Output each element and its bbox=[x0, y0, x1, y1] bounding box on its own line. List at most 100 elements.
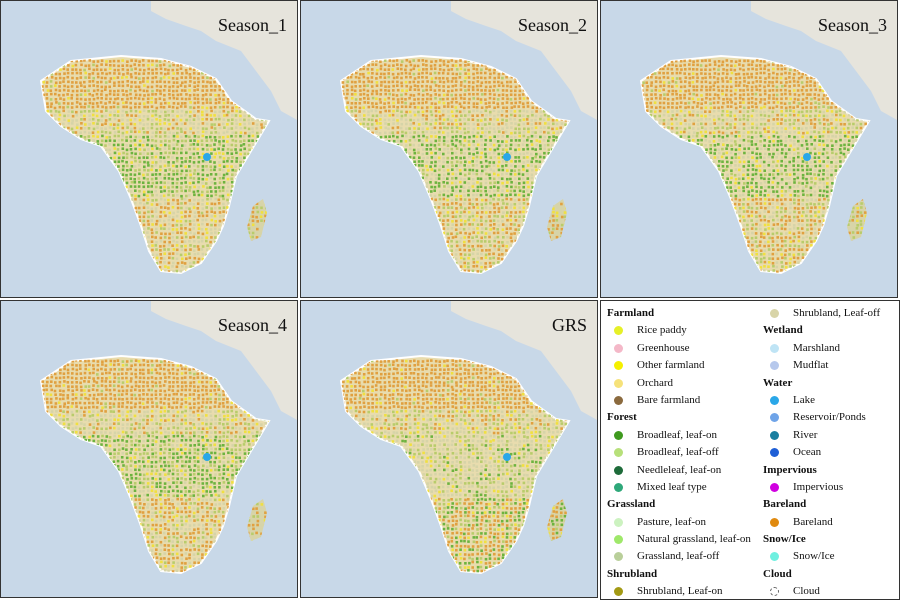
legend-label: Greenhouse bbox=[637, 341, 690, 354]
legend-label: Mixed leaf type bbox=[637, 480, 707, 493]
legend-label: Snow/Ice bbox=[793, 550, 835, 563]
map-panel-season-2: Season_2 bbox=[300, 0, 598, 298]
legend-label: Orchard bbox=[637, 376, 674, 389]
legend-item: Snow/Ice bbox=[763, 548, 880, 565]
legend-label: Broadleaf, leaf-on bbox=[637, 428, 718, 441]
legend-item: Mixed leaf type bbox=[607, 479, 751, 496]
map-canvas bbox=[1, 301, 297, 597]
map-canvas bbox=[301, 1, 597, 297]
legend-item: Mudflat bbox=[763, 357, 880, 374]
panel-title: Season_1 bbox=[218, 15, 287, 35]
legend-item: Broadleaf, leaf-on bbox=[607, 427, 751, 444]
legend-label: River bbox=[793, 428, 818, 441]
legend-swatch-icon bbox=[770, 587, 779, 597]
legend-label: Shrubland, Leaf-off bbox=[793, 307, 881, 319]
legend-group-heading: Farmland bbox=[607, 305, 751, 322]
legend-item: Impervious bbox=[763, 479, 880, 496]
legend-label: Cloud bbox=[793, 585, 820, 598]
legend-group-heading: Impervious bbox=[763, 462, 880, 479]
legend-group-heading: Cloud bbox=[763, 566, 880, 583]
legend-label: Shrubland, Leaf-on bbox=[637, 585, 723, 598]
legend-swatch-icon bbox=[770, 448, 779, 458]
panel-title: Season_4 bbox=[218, 315, 287, 335]
legend-swatch-icon bbox=[770, 395, 779, 405]
legend-item: Pasture, leaf-on bbox=[607, 514, 751, 531]
legend-group-heading: Shrubland bbox=[607, 566, 751, 583]
legend-label: Ocean bbox=[793, 446, 822, 459]
legend-swatch-icon bbox=[614, 448, 623, 458]
legend-label: Impervious bbox=[793, 480, 844, 493]
legend-label: Bareland bbox=[793, 515, 833, 528]
legend-label: Natural grassland, leaf-on bbox=[637, 533, 751, 546]
legend-group-heading: Wetland bbox=[763, 322, 880, 339]
legend-group-heading: Bareland bbox=[763, 496, 880, 513]
legend-label: Marshland bbox=[793, 341, 841, 354]
legend-swatch-icon bbox=[770, 343, 779, 353]
legend-label: Water bbox=[763, 376, 793, 389]
legend-swatch-icon bbox=[614, 552, 623, 562]
legend-swatch-icon bbox=[770, 482, 779, 492]
legend-label: Reservoir/Ponds bbox=[793, 411, 866, 424]
legend-column-1: Farmland Rice paddy Greenhouse Other farmla… bbox=[607, 305, 751, 601]
legend-item: Greenhouse bbox=[607, 340, 751, 357]
lake-victoria-marker bbox=[203, 453, 211, 461]
map-panel-season-3: Season_3 bbox=[600, 0, 898, 298]
legend-item: Broadleaf, leaf-off bbox=[607, 444, 751, 461]
legend-label: Broadleaf, leaf-off bbox=[637, 446, 719, 459]
legend-swatch-icon bbox=[614, 430, 623, 440]
panel-title: Season_3 bbox=[818, 15, 887, 35]
legend-item: Bare farmland bbox=[607, 392, 751, 409]
legend-swatch-icon bbox=[770, 552, 779, 562]
legend-label: Other farmland bbox=[637, 359, 705, 372]
legend-label: Forest bbox=[607, 411, 637, 424]
legend-label: Grassland bbox=[607, 498, 656, 511]
legend-swatch-icon bbox=[614, 482, 623, 492]
legend-label: Pasture, leaf-on bbox=[637, 515, 707, 528]
legend-group-heading: Grassland bbox=[607, 496, 751, 513]
eurasia-landmass bbox=[151, 301, 297, 420]
legend-group-heading: Snow/Ice bbox=[763, 531, 880, 548]
panel-title: Season_2 bbox=[518, 15, 587, 35]
legend-swatch-icon bbox=[614, 395, 623, 405]
legend-label: Wetland bbox=[763, 324, 803, 337]
legend-item: Rice paddy bbox=[607, 322, 751, 339]
eurasia-landmass bbox=[751, 1, 897, 120]
legend-item: Reservoir/Ponds bbox=[763, 409, 880, 426]
panel-title: GRS bbox=[551, 315, 587, 335]
legend-swatch-icon bbox=[770, 309, 779, 318]
legend-label: Bareland bbox=[763, 498, 807, 511]
legend-label: Impervious bbox=[763, 463, 817, 476]
legend-item: Bareland bbox=[763, 514, 880, 531]
legend-label: Grassland, leaf-off bbox=[637, 550, 720, 563]
legend-swatch-icon bbox=[614, 587, 623, 597]
legend-swatch-icon bbox=[770, 430, 779, 440]
legend-label: Shrubland bbox=[607, 567, 658, 580]
legend-label: Snow/Ice bbox=[763, 533, 806, 546]
legend-swatch-icon bbox=[770, 413, 779, 423]
legend-group-heading: Forest bbox=[607, 409, 751, 426]
legend-label: Cloud bbox=[763, 567, 792, 580]
legend-item: Cloud bbox=[763, 583, 880, 600]
legend-item: Ocean bbox=[763, 444, 880, 461]
legend-swatch-icon bbox=[614, 378, 623, 388]
legend-item: Orchard bbox=[607, 375, 751, 392]
lake-victoria-marker bbox=[503, 153, 511, 161]
legend-label: Farmland bbox=[607, 307, 655, 319]
legend-swatch-icon bbox=[614, 517, 623, 527]
legend-item: Needleleaf, leaf-on bbox=[607, 462, 751, 479]
legend-swatch-icon bbox=[614, 535, 623, 545]
legend-column-2: Shrubland, Leaf-off Wetland Marshland Mudfl… bbox=[763, 305, 880, 601]
lake-victoria-marker bbox=[203, 153, 211, 161]
legend-swatch-icon bbox=[614, 326, 623, 336]
legend-item: Other farmland bbox=[607, 357, 751, 374]
legend-label: Bare farmland bbox=[637, 393, 701, 406]
map-canvas bbox=[1, 1, 297, 297]
legend-item: Natural grassland, leaf-on bbox=[607, 531, 751, 548]
legend-swatch-icon bbox=[614, 343, 623, 353]
legend-label: Needleleaf, leaf-on bbox=[637, 463, 722, 476]
lake-victoria-marker bbox=[803, 153, 811, 161]
legend-label: Lake bbox=[793, 393, 815, 406]
eurasia-landmass bbox=[451, 1, 597, 120]
lake-victoria-marker bbox=[503, 453, 511, 461]
map-panel-grs: GRS bbox=[300, 300, 598, 598]
